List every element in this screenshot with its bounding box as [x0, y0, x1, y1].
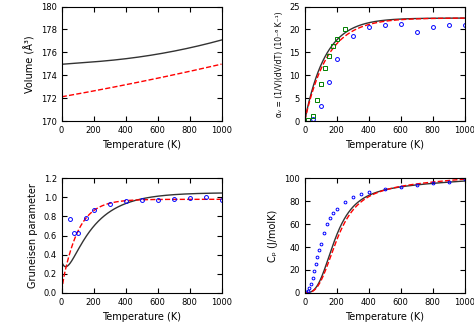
X-axis label: Temperature (K): Temperature (K) — [102, 140, 181, 150]
X-axis label: Temperature (K): Temperature (K) — [345, 312, 424, 322]
Y-axis label: αᵥ = (1/V)(dV/dT) (10⁻⁶ K⁻¹): αᵥ = (1/V)(dV/dT) (10⁻⁶ K⁻¹) — [275, 11, 284, 117]
Y-axis label: Cₚ (J/molK): Cₚ (J/molK) — [268, 210, 278, 262]
X-axis label: Temperature (K): Temperature (K) — [345, 140, 424, 150]
Y-axis label: Gruneisen parameter: Gruneisen parameter — [28, 183, 38, 288]
X-axis label: Temperature (K): Temperature (K) — [102, 312, 181, 322]
Y-axis label: Volume (Å³): Volume (Å³) — [24, 35, 35, 93]
